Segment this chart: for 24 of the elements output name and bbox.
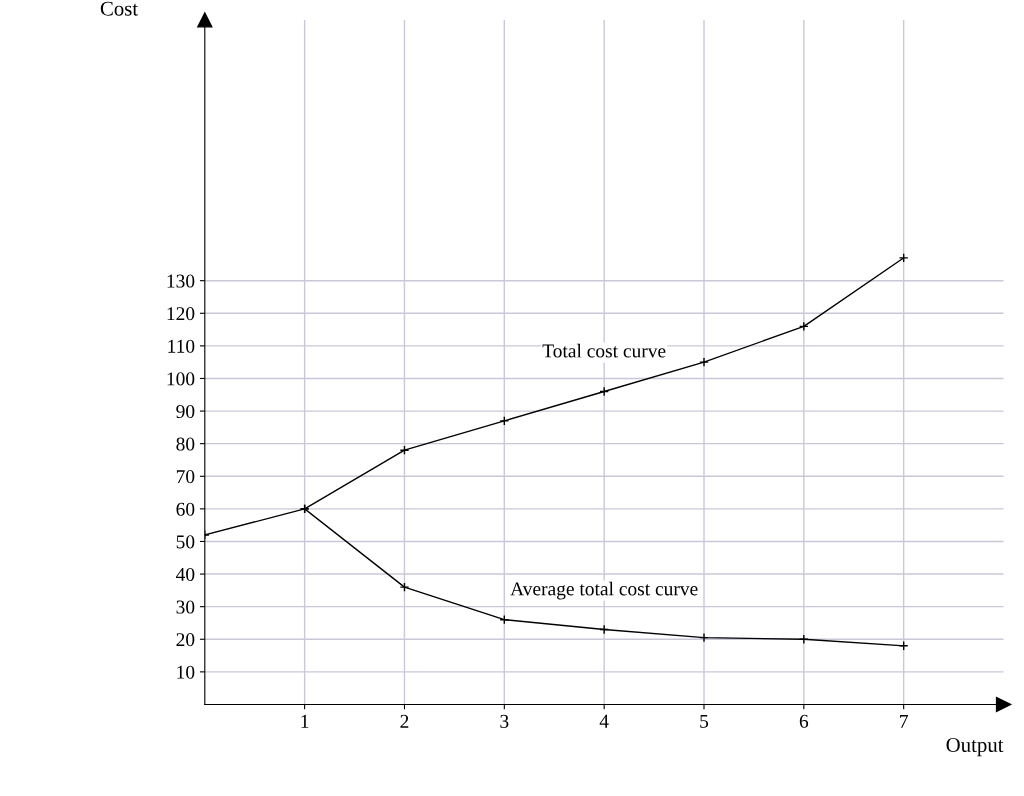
y-tick-label: 110 [168, 339, 195, 353]
x-tick-label: 7 [900, 714, 908, 728]
y-tick-label: 100 [167, 372, 195, 386]
x-tick-label: 2 [400, 714, 409, 728]
y-tick-label: 10 [177, 665, 195, 679]
y-tick-label: 30 [176, 600, 195, 614]
x-tick-label: 3 [500, 714, 509, 728]
y-tick-label: 70 [176, 470, 195, 484]
series-label: Total cost curve [542, 343, 666, 358]
y-tick-label: 80 [176, 437, 195, 451]
y-tick-label: 50 [176, 535, 195, 549]
y-tick-label: 20 [176, 633, 195, 647]
x-tick-label: 6 [799, 714, 809, 728]
y-tick-label: 40 [176, 567, 195, 582]
y-axis-title: Cost [100, 1, 139, 16]
x-tick-label: 5 [700, 714, 709, 728]
y-tick-label: 90 [176, 404, 195, 419]
x-axis-title: Output [946, 738, 1004, 757]
x-tick-label: 4 [599, 714, 609, 728]
series-label: Average total cost curve [510, 581, 698, 600]
y-tick-label: 60 [176, 502, 195, 516]
y-tick-label: 130 [167, 274, 195, 288]
x-tick-label: 1 [301, 714, 309, 728]
y-tick-label: 120 [167, 307, 195, 321]
